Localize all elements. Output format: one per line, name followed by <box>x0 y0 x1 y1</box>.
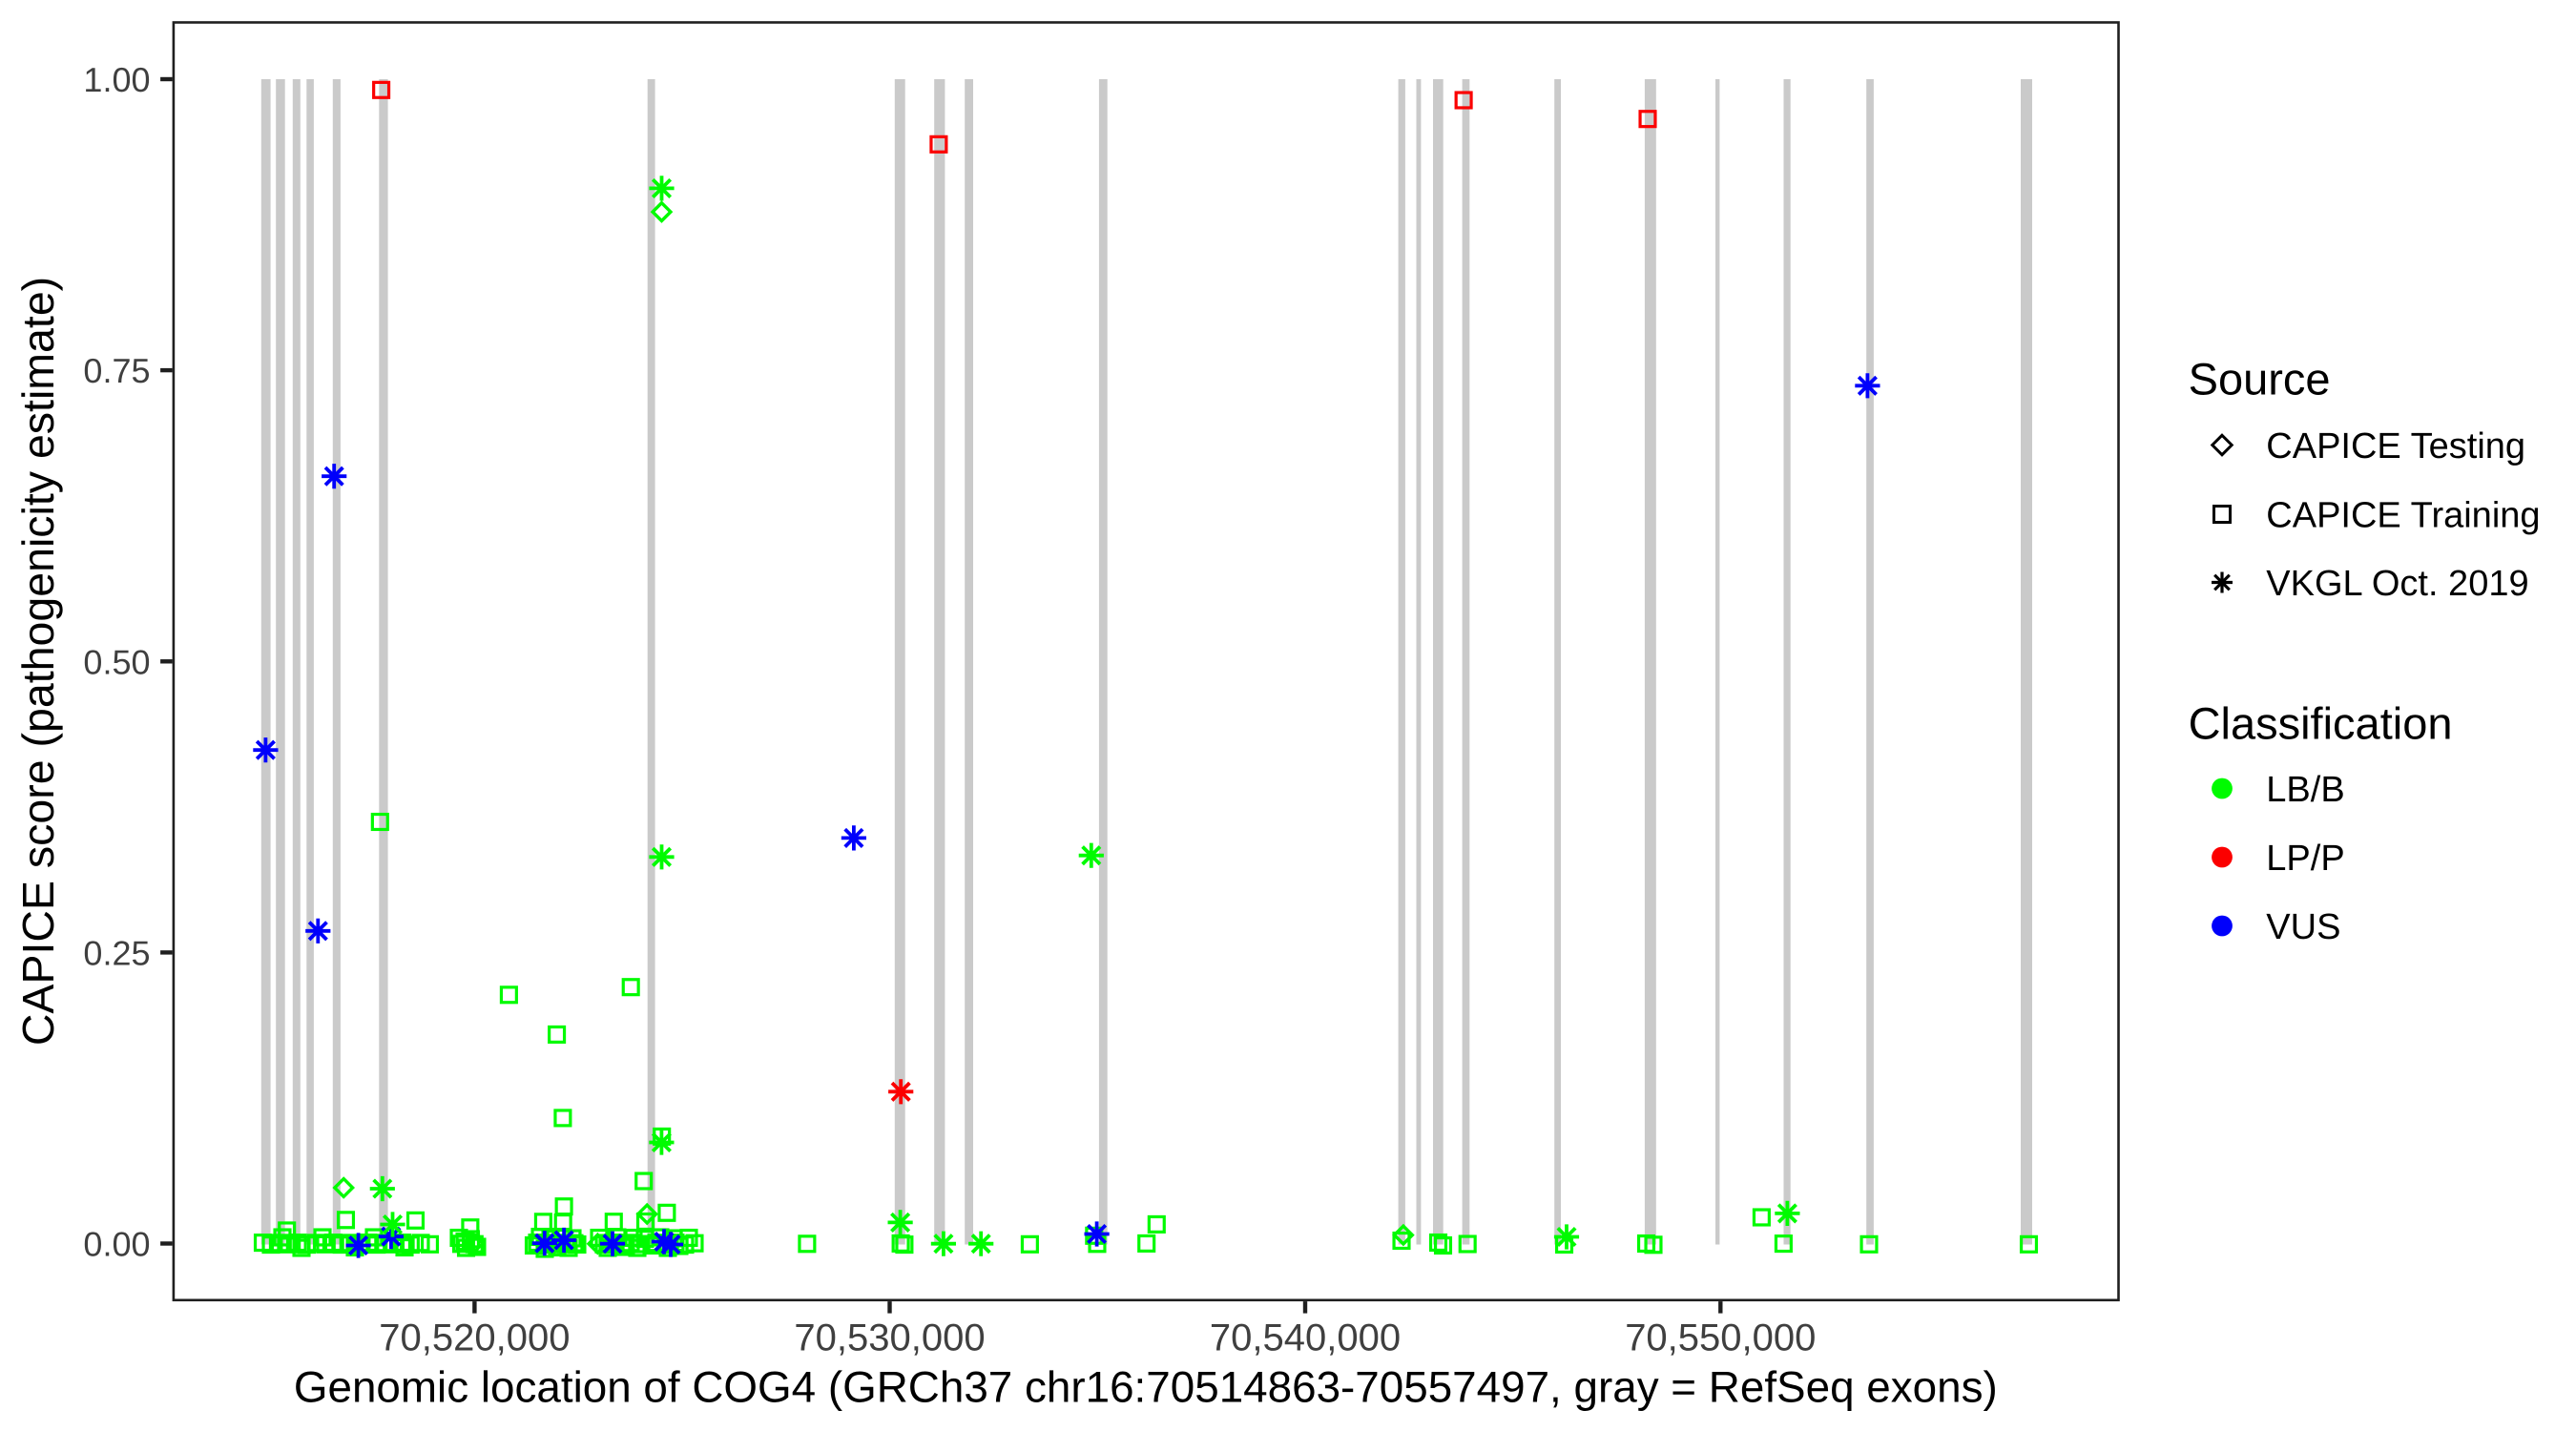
svg-text:VKGL Oct. 2019: VKGL Oct. 2019 <box>2266 564 2528 604</box>
svg-text:1.00: 1.00 <box>83 60 150 99</box>
svg-text:LB/B: LB/B <box>2266 770 2344 810</box>
svg-text:CAPICE Testing: CAPICE Testing <box>2266 426 2525 467</box>
svg-text:0.50: 0.50 <box>83 642 150 681</box>
svg-text:Genomic location of COG4 (GRCh: Genomic location of COG4 (GRCh37 chr16:7… <box>294 1363 1998 1412</box>
svg-text:0.00: 0.00 <box>83 1225 150 1264</box>
svg-text:70,550,000: 70,550,000 <box>1625 1317 1816 1359</box>
svg-text:0.75: 0.75 <box>83 351 150 390</box>
svg-text:CAPICE Training: CAPICE Training <box>2266 496 2540 536</box>
svg-text:70,540,000: 70,540,000 <box>1210 1317 1401 1359</box>
svg-text:70,530,000: 70,530,000 <box>794 1317 985 1359</box>
svg-text:VUS: VUS <box>2266 907 2340 947</box>
svg-text:Source: Source <box>2189 354 2331 404</box>
svg-text:0.25: 0.25 <box>83 934 150 973</box>
svg-text:Classification: Classification <box>2189 698 2453 749</box>
svg-text:LP/P: LP/P <box>2266 839 2344 879</box>
svg-text:70,520,000: 70,520,000 <box>379 1317 570 1359</box>
svg-text:CAPICE score (pathogenicity es: CAPICE score (pathogenicity estimate) <box>13 277 63 1046</box>
